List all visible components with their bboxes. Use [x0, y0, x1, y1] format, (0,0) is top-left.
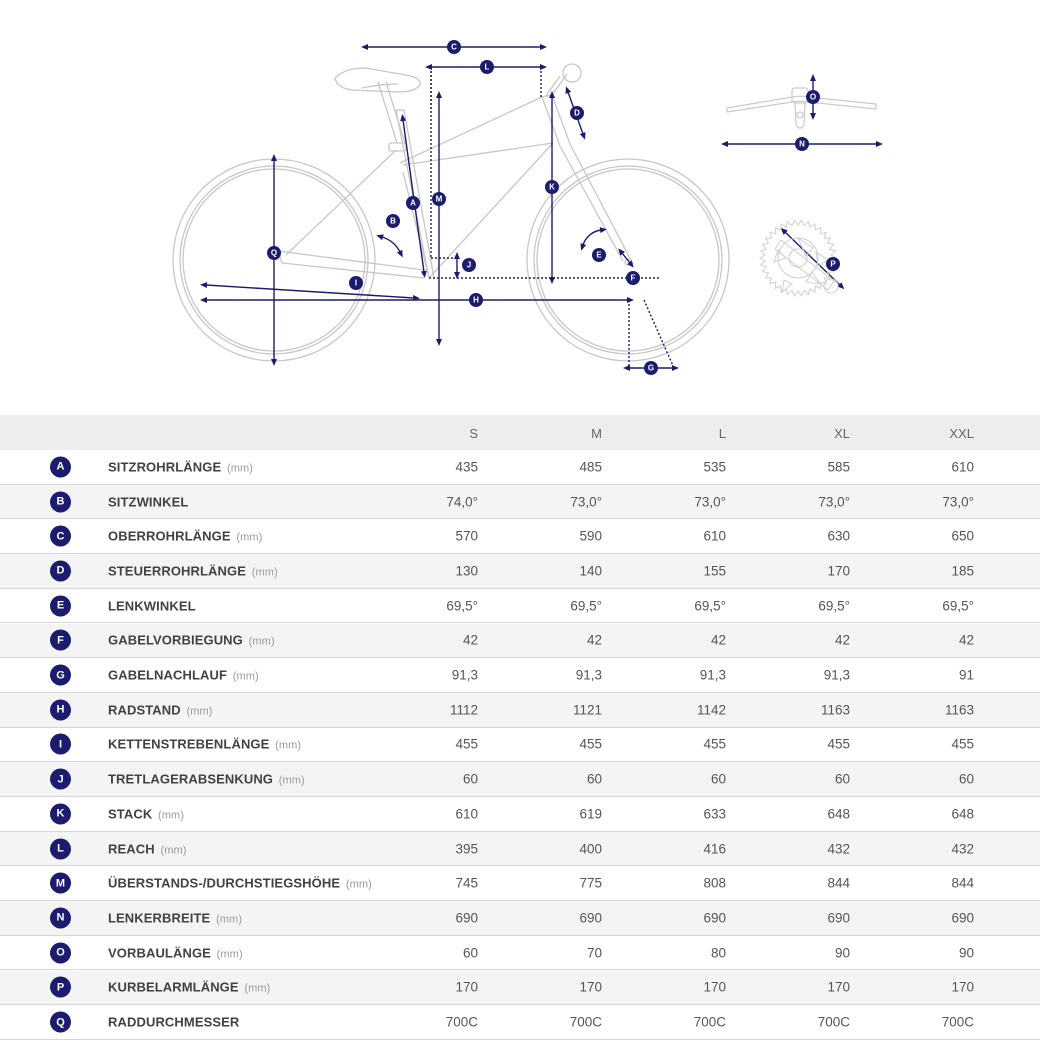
svg-text:E: E — [596, 251, 602, 260]
svg-text:C: C — [451, 43, 457, 52]
svg-text:L: L — [485, 63, 490, 72]
svg-text:F: F — [631, 274, 636, 283]
svg-text:P: P — [830, 260, 836, 269]
svg-text:N: N — [799, 140, 805, 149]
svg-text:J: J — [467, 261, 471, 270]
svg-text:A: A — [410, 199, 416, 208]
svg-text:M: M — [436, 195, 443, 204]
svg-text:B: B — [390, 217, 396, 226]
svg-text:K: K — [549, 183, 555, 192]
svg-text:O: O — [810, 93, 816, 102]
svg-text:G: G — [648, 364, 654, 373]
svg-text:I: I — [355, 279, 357, 288]
svg-text:D: D — [574, 109, 580, 118]
svg-text:Q: Q — [271, 249, 277, 258]
svg-text:H: H — [473, 296, 479, 305]
